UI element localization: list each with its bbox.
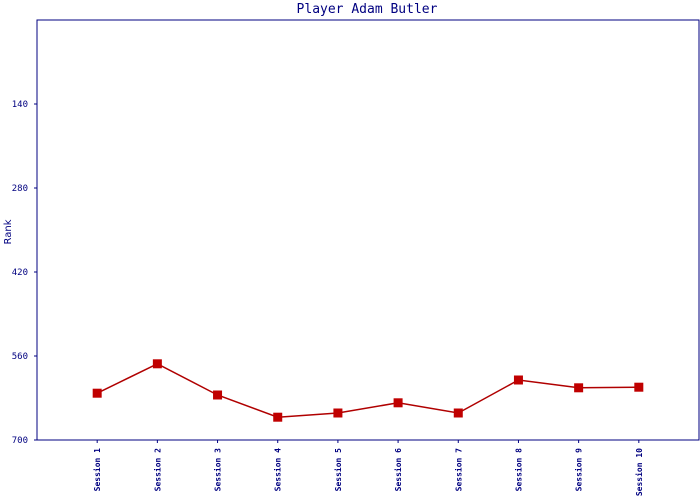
- x-tick-label: Session 8: [513, 448, 523, 492]
- x-tick-label: Session 10: [634, 448, 644, 496]
- x-tick-label: Session 2: [152, 448, 162, 492]
- x-tick-label: Session 6: [393, 448, 403, 492]
- y-axis-label: Rank: [3, 219, 14, 244]
- x-tick-label: Session 4: [273, 448, 283, 492]
- y-tick-label: 140: [12, 100, 28, 110]
- data-marker: [634, 382, 644, 392]
- x-tick-label: Session 7: [453, 448, 463, 492]
- data-marker: [333, 408, 343, 418]
- x-tick-label: Session 1: [92, 448, 102, 492]
- data-marker: [213, 390, 223, 400]
- data-marker: [152, 359, 162, 369]
- data-marker: [574, 383, 584, 393]
- data-marker: [273, 412, 283, 422]
- plot-frame: [36, 19, 700, 441]
- y-tick-label: 700: [12, 436, 28, 446]
- data-marker: [513, 375, 523, 385]
- chart-title: Player Adam Butler: [297, 2, 438, 17]
- x-tick-label: Session 5: [333, 448, 343, 492]
- y-tick-label: 280: [12, 184, 28, 194]
- data-marker: [453, 408, 463, 418]
- data-marker: [393, 398, 403, 408]
- y-tick-label: 560: [12, 352, 28, 362]
- x-tick-label: Session 3: [213, 448, 223, 492]
- data-marker: [92, 388, 102, 398]
- y-tick-label: 420: [12, 268, 28, 278]
- x-tick-label: Session 9: [574, 448, 584, 492]
- data-line: [96, 362, 639, 418]
